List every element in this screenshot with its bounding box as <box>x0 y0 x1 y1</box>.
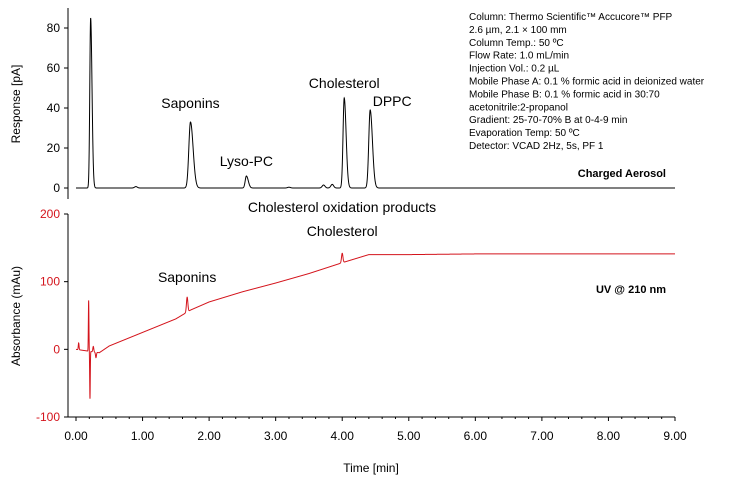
top-y-tick-label: 80 <box>47 21 61 35</box>
charged-aerosol-trace <box>76 17 675 189</box>
method-info-line: Gradient: 25-70-70% B at 0-4-9 min <box>469 115 627 126</box>
method-info-line: 2.6 µm, 2.1 × 100 mm <box>469 25 567 36</box>
x-tick-label: 6.00 <box>464 429 488 443</box>
bottom-y-tick-label: 0 <box>53 342 60 356</box>
x-tick-label: 0.00 <box>64 429 88 443</box>
x-tick-label: 8.00 <box>597 429 621 443</box>
method-info-line: Evaporation Temp: 50 ºC <box>469 128 580 139</box>
bottom-peak-label: Saponins <box>158 269 216 285</box>
method-info-line: Column: Thermo Scientific™ Accucore™ PFP <box>469 12 673 23</box>
method-info-block: Column: Thermo Scientific™ Accucore™ PFP… <box>469 12 705 152</box>
top-peak-label: Saponins <box>161 95 219 111</box>
method-info-line: Detector: VCAD 2Hz, 5s, PF 1 <box>469 141 604 152</box>
top-peak-label: DPPC <box>373 93 412 109</box>
bottom-y-ticks: -100 0 100 200 <box>36 207 68 424</box>
bottom-y-tick-label: -100 <box>36 410 60 424</box>
uv-trace <box>75 252 675 399</box>
method-info-line: Flow Rate: 1.0 mL/min <box>469 51 569 62</box>
method-info-line: Column Temp.: 50 ºC <box>469 38 564 49</box>
bottom-peak-labels: Saponins Cholesterol <box>158 223 378 285</box>
top-y-tick-label: 20 <box>47 141 61 155</box>
method-info-line: Mobile Phase A: 0.1 % formic acid in dei… <box>469 77 705 88</box>
top-peak-label: Cholesterol <box>309 75 380 91</box>
x-tick-label: 1.00 <box>131 429 155 443</box>
top-peak-labels: Saponins Lyso-PC Cholesterol DPPC <box>161 75 411 169</box>
x-tick-label: 2.00 <box>197 429 221 443</box>
top-y-tick-label: 40 <box>47 101 61 115</box>
x-tick-label: 3.00 <box>264 429 288 443</box>
bottom-panel-title: Cholesterol oxidation products <box>248 199 436 215</box>
x-tick-label: 9.00 <box>663 429 687 443</box>
x-tick-label: 4.00 <box>331 429 355 443</box>
charged-aerosol-label: Charged Aerosol <box>578 168 666 180</box>
top-y-tick-label: 0 <box>53 181 60 195</box>
top-peak-label: Lyso-PC <box>220 153 273 169</box>
top-y-tick-label: 60 <box>47 61 61 75</box>
bottom-y-axis-title: Absorbance (mAu) <box>9 266 23 366</box>
method-info-line: Mobile Phase B: 0.1 % formic acid in 30:… <box>469 89 660 100</box>
bottom-y-tick-label: 100 <box>40 275 60 289</box>
bottom-y-tick-label: 200 <box>40 207 60 221</box>
method-info-line: acetonitrile:2-propanol <box>469 102 568 113</box>
uv-detector-label: UV @ 210 nm <box>596 284 666 296</box>
bottom-peak-label: Cholesterol <box>307 223 378 239</box>
top-y-ticks: 0 20 40 60 80 <box>47 21 68 195</box>
top-y-axis-title: Response [pA] <box>9 65 23 144</box>
method-info-line: Injection Vol.: 0.2 µL <box>469 64 560 75</box>
x-ticks: 0.00 1.00 2.00 3.00 4.00 5.00 6.00 7.00 8.00 9.00 <box>64 417 687 443</box>
x-tick-label: 5.00 <box>397 429 421 443</box>
x-tick-label: 7.00 <box>530 429 554 443</box>
x-axis-title: Time [min] <box>343 461 399 475</box>
